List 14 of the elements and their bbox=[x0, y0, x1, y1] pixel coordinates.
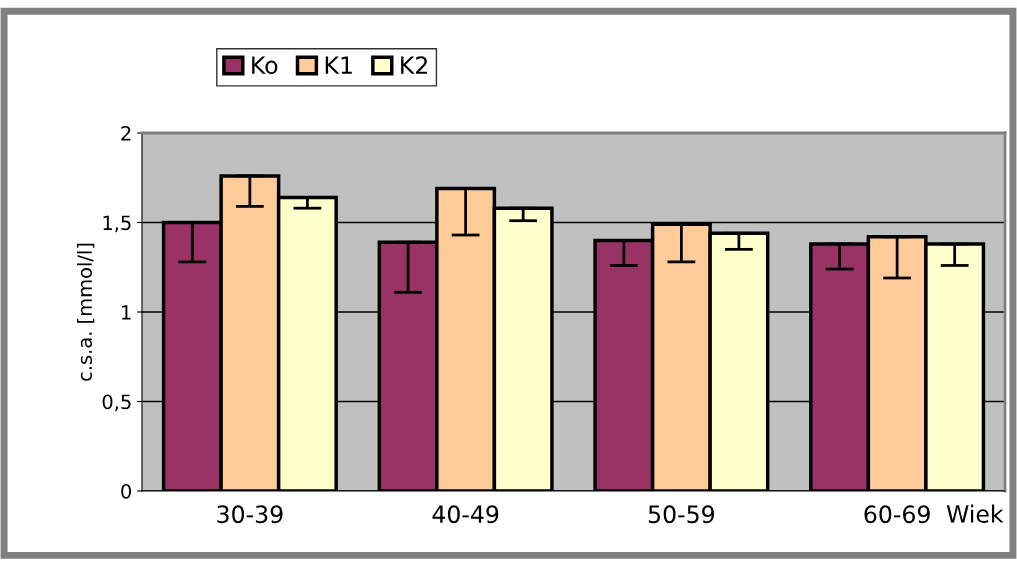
y-tick-label: 1 bbox=[122, 305, 131, 320]
x-tick-label: 30-39 bbox=[217, 505, 283, 524]
y-tick-label: 1,5 bbox=[103, 215, 131, 233]
x-tick-label: 50-59 bbox=[648, 505, 715, 524]
x-axis-title: Wiek bbox=[946, 504, 1004, 523]
legend-label: K1 bbox=[325, 56, 352, 74]
y-tick-label: 2 bbox=[121, 125, 131, 141]
x-tick-label: 60-69 bbox=[864, 505, 930, 524]
y-axis-title: c.s.a. [mmol/l] bbox=[76, 243, 95, 381]
y-tick-label: 0,5 bbox=[102, 394, 131, 412]
y-tick-label: 0 bbox=[121, 483, 131, 499]
x-tick-label: 40-49 bbox=[432, 505, 499, 524]
legend-label: K2 bbox=[401, 56, 427, 74]
legend-label: Ko bbox=[252, 56, 278, 75]
